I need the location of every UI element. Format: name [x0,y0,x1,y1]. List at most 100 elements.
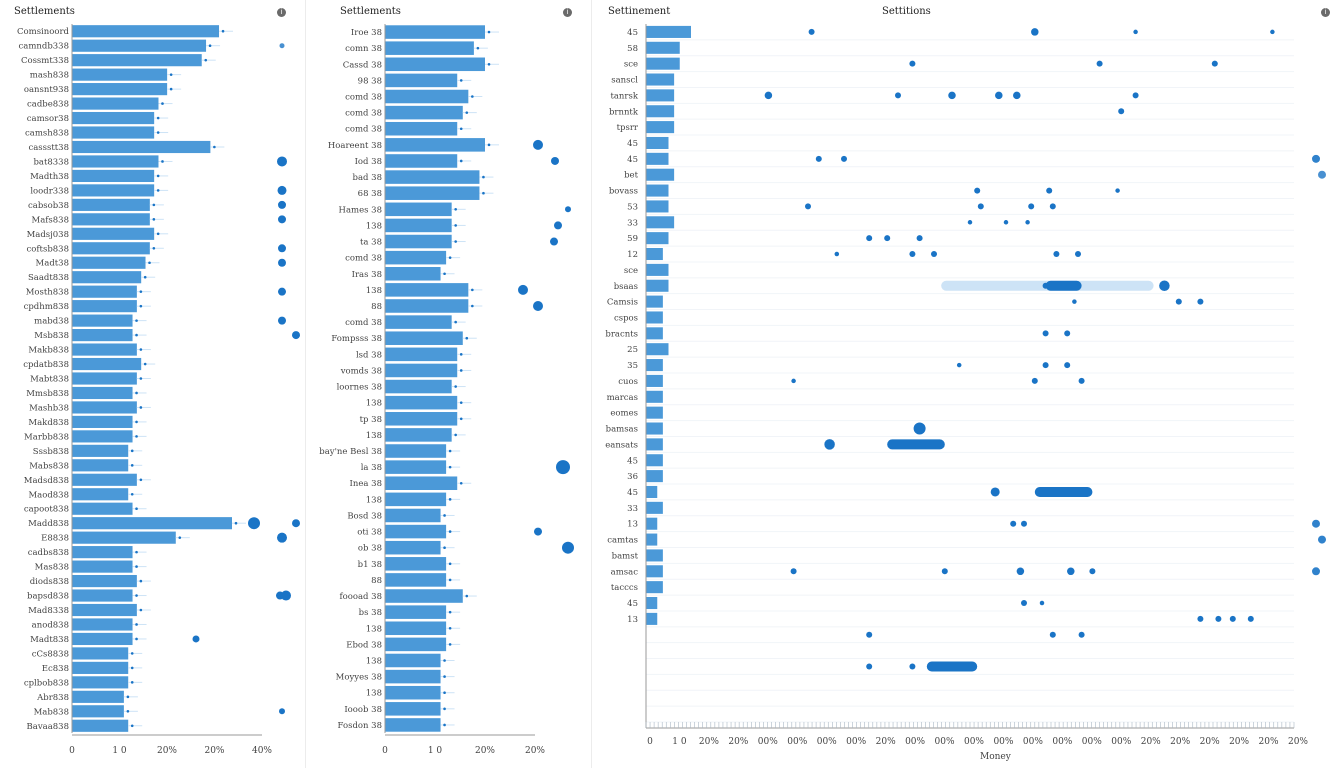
bar [385,41,474,55]
chart-title: Settitions [882,6,931,17]
x-tick-label: 20% [1170,737,1190,747]
bar-end-dot [465,336,469,340]
y-tick-label: la 38 [361,463,382,473]
x-tick-label: 00% [905,737,925,747]
bar-end-dot [130,464,134,467]
y-tick-label: Maod838 [28,490,69,500]
y-tick-label: bad 38 [353,173,382,183]
y-tick-label: cpdatb838 [23,360,69,370]
y-tick-label: bapsd838 [27,592,69,602]
bar-end-dot [454,385,457,388]
row-bar [646,438,663,451]
bar [385,702,441,716]
data-point [948,91,956,100]
bar [72,444,129,457]
bar [385,170,480,184]
bar-chart-2: Iroe 38 comn 38 Cassd 38 98 38 comd 38 comd 3… [319,24,574,756]
bar-end-dot [471,95,474,98]
bar [385,25,485,39]
y-tick-label: Marbb838 [24,432,69,442]
y-tick-label: Mosth838 [26,288,69,298]
bar [385,89,469,104]
row-bar [646,279,669,292]
data-point [1133,29,1138,35]
bar-end-dot [471,288,474,292]
data-point [1072,299,1077,304]
y-tick-label: bat8338 [33,157,69,167]
bar [72,271,142,284]
y-tick-label: 98 38 [358,76,382,86]
y-tick-label: 138 [366,495,382,505]
side-point [278,258,286,267]
data-point [1064,330,1071,337]
info-icon[interactable]: i [277,8,286,17]
data-point [931,251,937,258]
bar-end-dot [156,174,160,178]
y-tick-label: diods838 [30,577,69,587]
row-bar [646,232,669,245]
x-tick-label: 0 [647,737,653,747]
bar [72,184,155,197]
bar-end-dot [459,369,463,372]
data-point [805,203,811,210]
y-tick-label: Comsinoord [17,27,70,37]
info-icon[interactable]: i [563,8,572,17]
side-point [281,590,291,601]
bar-end-dot [139,608,143,612]
overflow-point [1312,154,1320,163]
x-tick-label: 0 [69,746,75,756]
bar [385,669,441,684]
bar [72,473,137,486]
bar [385,347,458,362]
bar-end-dot [135,637,138,641]
y-tick-label: mabd38 [34,317,69,327]
bar-end-dot [459,401,463,404]
info-icon[interactable]: i [1321,8,1330,17]
y-tick-label: brnntk [609,107,639,117]
bar [72,111,155,125]
chart-panel-3: Settinement Settitions i 45 58 sce sanscl ta… [594,0,1344,768]
bar-end-dot [152,203,156,207]
data-point [1042,362,1049,369]
y-tick-label: Bavaa838 [27,722,69,732]
bar [385,540,441,555]
data-point [1016,567,1025,576]
y-tick-label: Msb838 [34,331,69,341]
data-point [1270,29,1275,35]
bar [385,121,458,136]
bar-end-dot [130,681,134,684]
y-tick-label: 45 [627,139,638,149]
y-tick-label: Mashb38 [29,403,69,413]
bar [72,39,207,52]
bar-end-dot [126,695,130,699]
bar [385,637,447,652]
bar-end-dot [152,246,156,250]
bar-end-dot [156,232,160,236]
row-bar [646,485,658,499]
bar-end-dot [130,724,134,728]
bar [72,560,133,573]
bar-end-dot [169,73,173,76]
row-bar [646,596,658,610]
bar [72,25,220,38]
chart-title: Settlements [14,6,75,17]
row-bar [646,121,675,134]
y-tick-label: anod838 [32,620,69,630]
y-tick-label: bs 38 [359,608,382,618]
data-point [1197,615,1204,622]
side-point [565,206,571,213]
side-point [551,156,559,165]
y-tick-label: Iod 38 [355,157,382,167]
data-point [884,235,891,242]
y-tick-label: 68 38 [358,189,382,199]
row-bar [646,311,663,324]
y-tick-label: Madd838 [28,519,69,529]
y-tick-label: comd 38 [345,254,382,264]
bar [72,401,137,414]
y-tick-label: Madsj038 [27,230,69,240]
x-tick-label: 20% [1141,737,1161,747]
bar-end-dot [156,189,160,192]
y-tick-label: tanrsk [610,91,638,101]
y-tick-label: Camsis [607,298,638,308]
y-tick-label: ta 38 [360,238,382,248]
